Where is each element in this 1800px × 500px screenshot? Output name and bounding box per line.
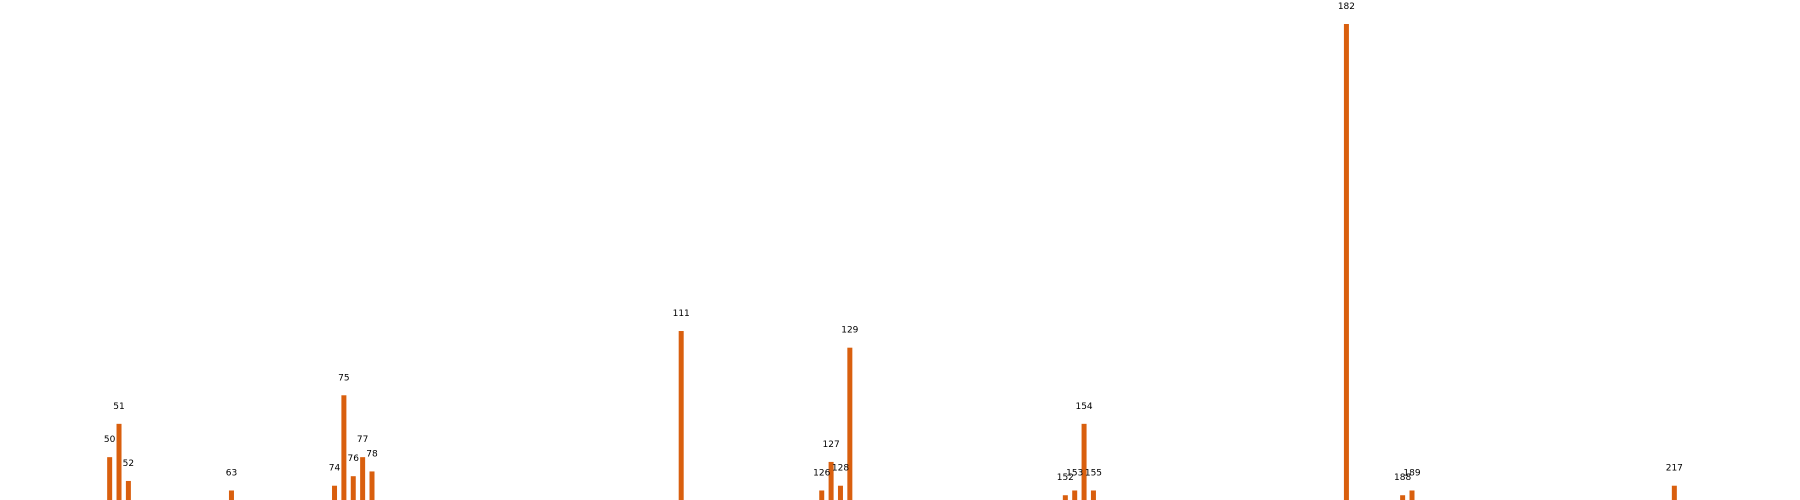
- bar-154: [1081, 423, 1087, 500]
- bar-128: [837, 485, 843, 500]
- bar-label-63: 63: [226, 468, 237, 478]
- bar-182: [1343, 24, 1349, 500]
- bar-label-152: 152: [1057, 473, 1074, 483]
- bar-78: [369, 471, 375, 500]
- bar-label-78: 78: [366, 449, 378, 459]
- bar-label-188: 188: [1394, 473, 1411, 483]
- bar-51: [116, 423, 122, 500]
- bar-label-74: 74: [329, 464, 341, 474]
- bar-label-111: 111: [673, 309, 690, 319]
- bar-label-182: 182: [1338, 2, 1355, 12]
- bar-50: [107, 457, 113, 500]
- bar-label-76: 76: [348, 454, 360, 464]
- bar-77: [360, 457, 366, 500]
- bar-217: [1671, 485, 1677, 500]
- bar-127: [828, 461, 834, 500]
- bar-label-52: 52: [123, 459, 134, 469]
- bar-label-128: 128: [832, 464, 849, 474]
- bar-155: [1090, 490, 1096, 500]
- bar-52: [125, 480, 131, 500]
- bar-63: [228, 490, 234, 500]
- bar-label-77: 77: [357, 435, 368, 445]
- bar-label-155: 155: [1085, 468, 1102, 478]
- bar-label-154: 154: [1075, 402, 1092, 412]
- bar-label-50: 50: [104, 435, 116, 445]
- bar-152: [1062, 495, 1068, 500]
- bar-75: [341, 395, 347, 500]
- bar-label-126: 126: [813, 468, 830, 478]
- bar-126: [819, 490, 825, 500]
- bar-label-217: 217: [1666, 464, 1683, 474]
- bar-129: [847, 347, 853, 500]
- bar-label-189: 189: [1403, 468, 1420, 478]
- bar-label-51: 51: [113, 402, 124, 412]
- bar-label-153: 153: [1066, 468, 1083, 478]
- bar-189: [1409, 490, 1415, 500]
- bar-76: [350, 476, 356, 500]
- bar-153: [1072, 490, 1078, 500]
- bar-label-129: 129: [841, 326, 858, 336]
- bar-74: [332, 485, 338, 500]
- bar-series: [107, 24, 1677, 500]
- bar-188: [1400, 495, 1406, 500]
- bar-label-75: 75: [338, 373, 349, 383]
- bar-label-127: 127: [823, 440, 840, 450]
- bar-111: [678, 331, 684, 500]
